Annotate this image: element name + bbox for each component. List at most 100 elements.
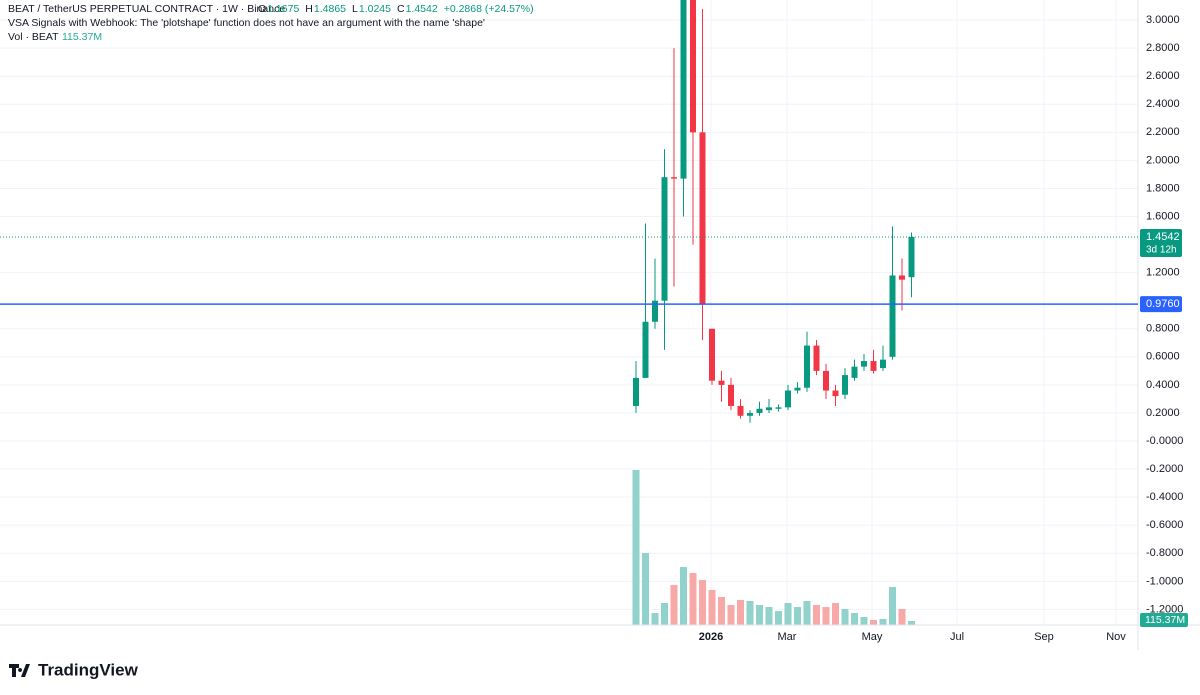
- ohlc-key: O: [258, 3, 266, 15]
- candle-body: [728, 384, 734, 406]
- y-tick-label: -0.8000: [1146, 547, 1183, 559]
- candle-body: [718, 380, 725, 385]
- indicator-title: VSA Signals with Webhook: The 'plotshape…: [8, 17, 485, 29]
- volume-bar: [851, 613, 858, 625]
- brand: TradingView: [38, 660, 139, 679]
- volume-bar: [784, 603, 792, 625]
- ohlc-value: 1.0245: [359, 3, 391, 15]
- logo: [9, 664, 30, 677]
- volume-bar: [737, 600, 744, 625]
- ohlc-key: C: [397, 3, 405, 15]
- volume-bar: [718, 597, 725, 625]
- candle-body: [699, 132, 706, 304]
- volume-bar: [651, 613, 659, 625]
- volume-bar: [661, 603, 668, 625]
- candle-body: [642, 321, 649, 378]
- candle-body: [823, 370, 829, 391]
- y-tick-label: 0.6000: [1146, 351, 1180, 363]
- y-tick-label: -1.2000: [1146, 603, 1183, 615]
- volume-bar: [794, 607, 801, 625]
- candle-body: [832, 390, 839, 397]
- volume-bar: [832, 603, 839, 625]
- x-tick-label: Mar: [778, 631, 797, 643]
- y-tick-label: 2.8000: [1146, 42, 1180, 54]
- y-tick-label: -0.0000: [1146, 435, 1183, 447]
- volume-badge: 115.37M: [1145, 614, 1185, 626]
- candle-body: [861, 361, 867, 367]
- volume-badge-bg: [1140, 613, 1188, 627]
- change: +0.2868 (+24.57%): [444, 3, 534, 15]
- symbol: BEAT / TetherUS PERPETUAL CONTRACT · 1W …: [8, 3, 285, 15]
- y-tick-label: 0.4000: [1146, 379, 1180, 391]
- volume-bar: [756, 605, 763, 625]
- candle-body: [652, 300, 658, 322]
- volume-bar: [775, 611, 782, 625]
- ohlc-value: 1.1675: [267, 3, 299, 15]
- candle-body: [842, 375, 848, 395]
- y-tick-label: 2.2000: [1146, 126, 1180, 138]
- y-tick-label: 1.6000: [1146, 210, 1180, 222]
- hline-label: 0.9760: [1146, 298, 1180, 310]
- candle-body: [690, 0, 696, 133]
- volume-value: 115.37M: [62, 31, 102, 43]
- volume-bar: [699, 580, 706, 625]
- candle-body: [889, 275, 896, 357]
- volume-bar: [860, 617, 868, 625]
- candle-body: [880, 359, 886, 369]
- y-tick-label: 1.8000: [1146, 182, 1180, 194]
- ohlc-value: 1.4865: [314, 3, 346, 15]
- candle-body: [747, 412, 753, 416]
- candle-body: [899, 275, 905, 280]
- x-tick-label: Nov: [1106, 631, 1126, 643]
- candle-body: [908, 236, 915, 278]
- last-price-label: 1.4542: [1146, 231, 1180, 243]
- volume-bar: [813, 605, 820, 625]
- y-tick-label: -0.2000: [1146, 463, 1183, 475]
- volume-bar: [670, 585, 678, 625]
- candle-body: [766, 407, 772, 411]
- candle-body: [709, 328, 715, 381]
- volume-bar: [727, 605, 735, 625]
- ohlc-value: 1.4542: [406, 3, 438, 15]
- candle-body: [775, 407, 782, 409]
- candle-body: [661, 177, 668, 301]
- candle-body: [633, 377, 639, 406]
- candle-body: [813, 345, 820, 371]
- last-price-bg: [1140, 228, 1182, 257]
- ohlc-key: L: [352, 3, 358, 15]
- candle-body: [794, 387, 801, 391]
- x-tick-label: Sep: [1034, 631, 1054, 643]
- y-tick-label: 0.8000: [1146, 323, 1180, 335]
- volume-bar: [822, 607, 830, 625]
- y-tick-label: 2.4000: [1146, 98, 1180, 110]
- volume-bar: [889, 587, 896, 625]
- volume-bar: [879, 619, 887, 625]
- y-tick-label: 2.6000: [1146, 70, 1180, 82]
- candle-body: [804, 345, 810, 388]
- volume-bar: [898, 609, 906, 625]
- volume-bar: [803, 601, 811, 625]
- volume-bar: [642, 553, 649, 625]
- candle-body: [737, 405, 744, 416]
- volume-bar: [870, 620, 877, 625]
- volume-bar: [632, 470, 640, 625]
- volume-bar: [908, 621, 915, 625]
- y-tick-label: 3.0000: [1146, 14, 1180, 26]
- y-tick-label: 2.0000: [1146, 154, 1180, 166]
- volume-bar: [746, 601, 754, 625]
- volume-bar: [708, 590, 716, 625]
- candle-body: [870, 361, 877, 371]
- x-tick-label: Jul: [950, 631, 964, 643]
- candle-body: [671, 177, 677, 179]
- hline-label-bg: [1140, 296, 1182, 313]
- x-tick-label: 2026: [699, 631, 723, 643]
- volume-bar: [765, 607, 773, 625]
- candle-body: [785, 390, 791, 408]
- candle-body: [851, 366, 858, 378]
- volume-title: Vol · BEAT: [8, 31, 59, 43]
- y-tick-label: -0.6000: [1146, 519, 1183, 531]
- y-tick-label: -0.4000: [1146, 491, 1183, 503]
- ohlc-key: H: [305, 3, 313, 15]
